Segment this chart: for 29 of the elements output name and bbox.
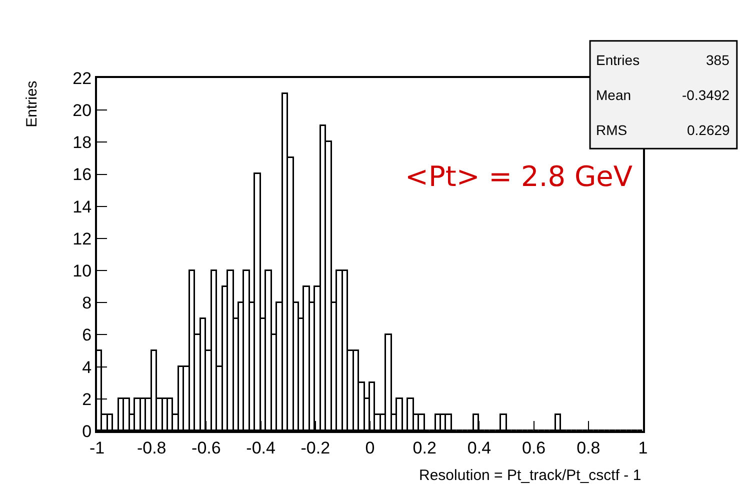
- y-axis-title: Entries: [23, 80, 40, 128]
- y-tick-label: 10: [72, 262, 92, 280]
- x-tick-label: -1: [89, 438, 105, 458]
- y-tick-label: 2: [82, 390, 92, 409]
- y-tick-label: 18: [72, 133, 92, 152]
- y-tick-label: 0: [82, 422, 92, 441]
- x-tick-label: 1: [638, 438, 648, 458]
- text: Entries 385: [596, 52, 730, 68]
- y-tick-label: 6: [82, 326, 92, 345]
- x-tick-label: -0.8: [136, 438, 166, 458]
- x-tick-label: -0.6: [192, 438, 221, 458]
- y-tick-label: 16: [72, 165, 92, 184]
- y-tick-label: 4: [82, 358, 92, 377]
- x-tick-label: 0.6: [522, 438, 546, 458]
- x-tick-label: 0.8: [576, 438, 600, 458]
- x-tick-label: 0.2: [412, 438, 436, 458]
- x-axis-title: Resolution = Pt_track/Pt_csctf - 1: [419, 467, 642, 484]
- x-tick-label: -0.2: [300, 438, 330, 458]
- text: RMS 0.2629: [596, 122, 730, 138]
- text: Mean -0.3492: [596, 87, 730, 103]
- y-tick-label: 8: [82, 294, 92, 313]
- y-tick-label: 20: [72, 101, 92, 120]
- x-tick-label: 0: [365, 438, 375, 458]
- y-tick-label: 14: [72, 197, 92, 216]
- y-tick-label: 22: [72, 68, 92, 88]
- x-tick-label: -0.4: [246, 438, 276, 458]
- x-tick-label: 0.4: [467, 438, 492, 458]
- annotation: <Pt> = 2.8 GeV: [405, 160, 633, 193]
- y-tick-label: 12: [72, 229, 92, 248]
